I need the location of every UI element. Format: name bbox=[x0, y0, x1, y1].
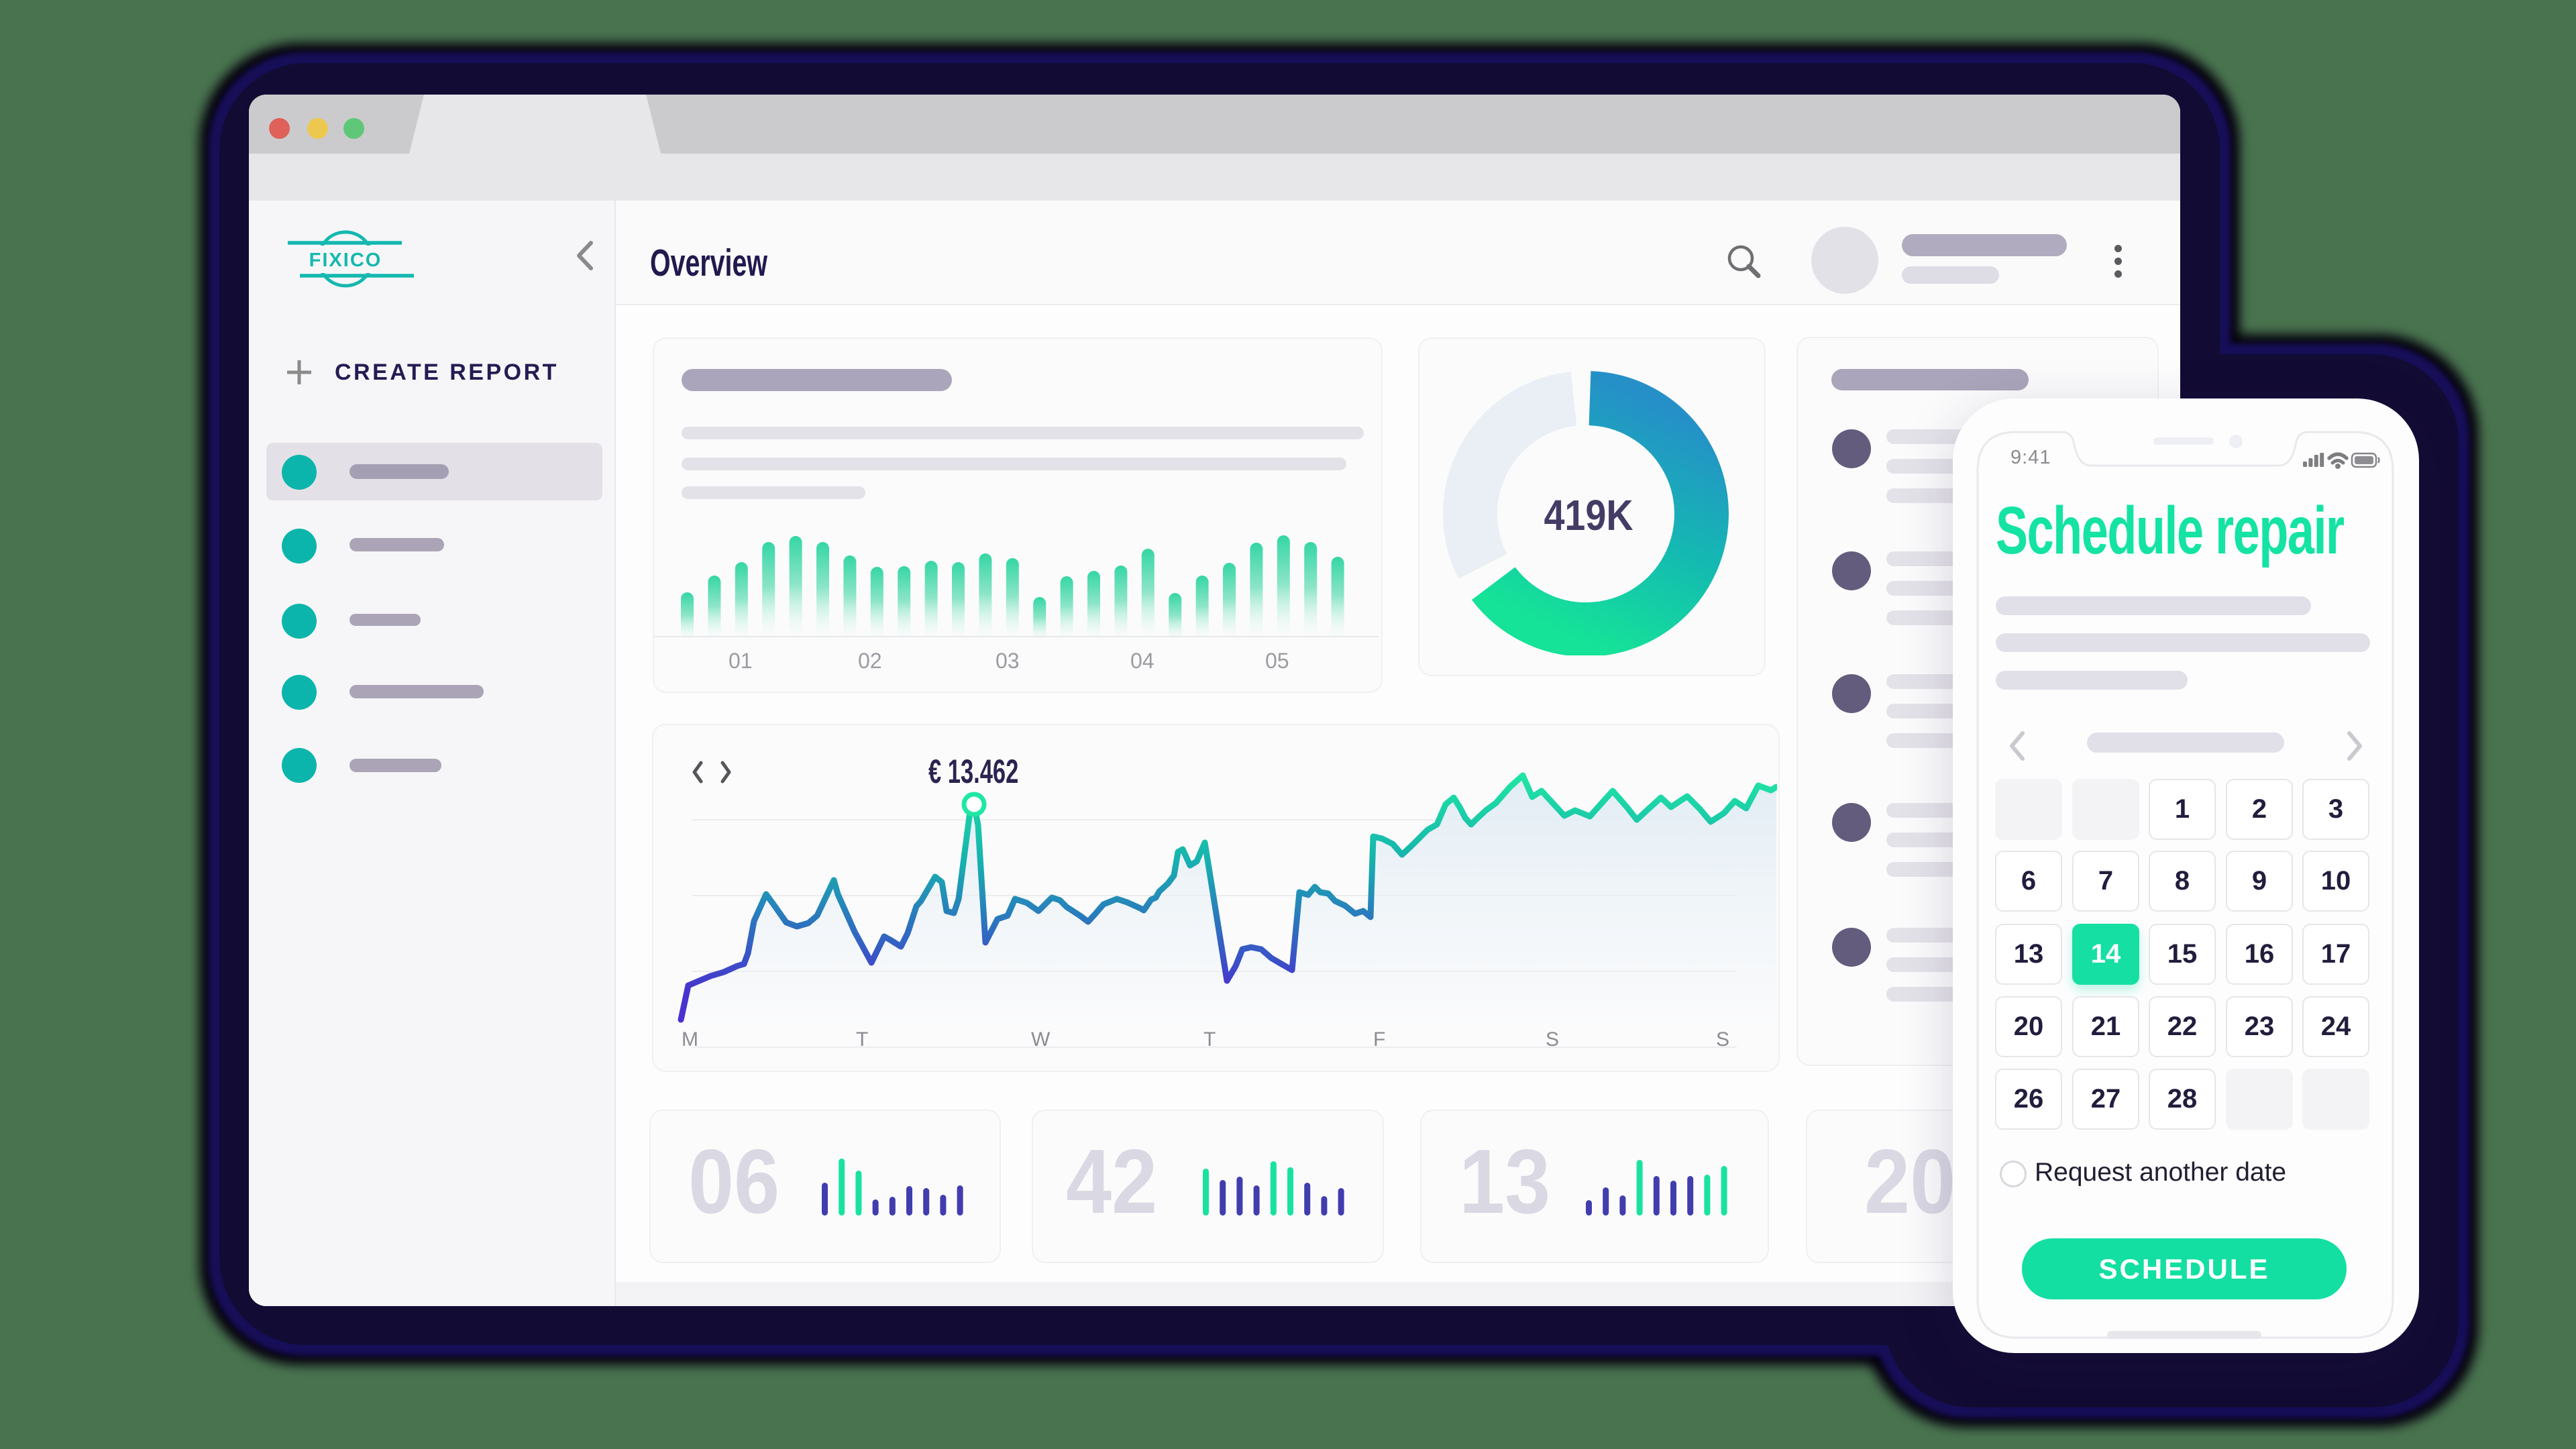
svg-text:FIXICO: FIXICO bbox=[309, 250, 382, 271]
svg-text:419K: 419K bbox=[1544, 491, 1633, 539]
